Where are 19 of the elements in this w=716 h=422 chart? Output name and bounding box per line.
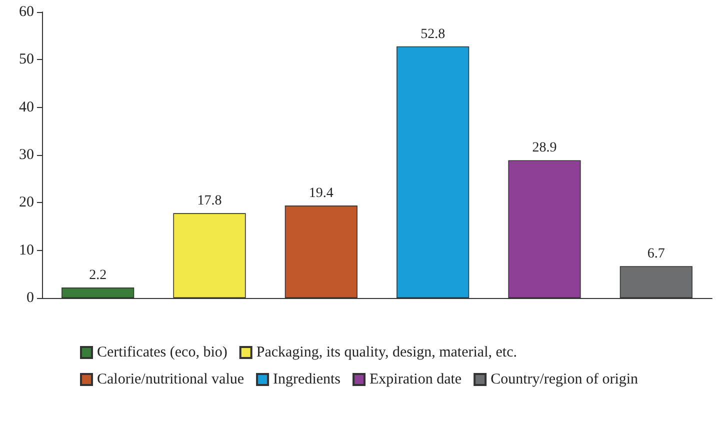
y-tick-label: 40 <box>19 99 34 116</box>
data-label: 17.8 <box>197 194 222 209</box>
data-label: 52.8 <box>420 26 446 42</box>
legend-label: Ingredients <box>273 372 341 388</box>
y-tick-label: 0 <box>26 290 34 306</box>
y-tick-label: 20 <box>19 194 34 211</box>
y-tick-label: 50 <box>19 52 34 68</box>
data-label: 19.4 <box>308 186 334 202</box>
data-label: 2.2 <box>89 268 107 284</box>
y-tick-label: 10 <box>19 242 34 258</box>
data-label: 28.9 <box>532 140 557 156</box>
legend-label: Expiration date <box>370 372 462 388</box>
data-label: 6.7 <box>647 246 665 262</box>
legend-label: Certificates (eco, bio) <box>97 344 228 360</box>
y-tick-label: 60 <box>19 4 34 20</box>
legend-label: Calorie/nutritional value <box>97 372 244 388</box>
legend-label: Packaging, its quality, design, material, etc. <box>256 344 517 360</box>
legend-label: Country/region of origin <box>490 372 639 388</box>
y-tick-label: 30 <box>19 147 34 163</box>
